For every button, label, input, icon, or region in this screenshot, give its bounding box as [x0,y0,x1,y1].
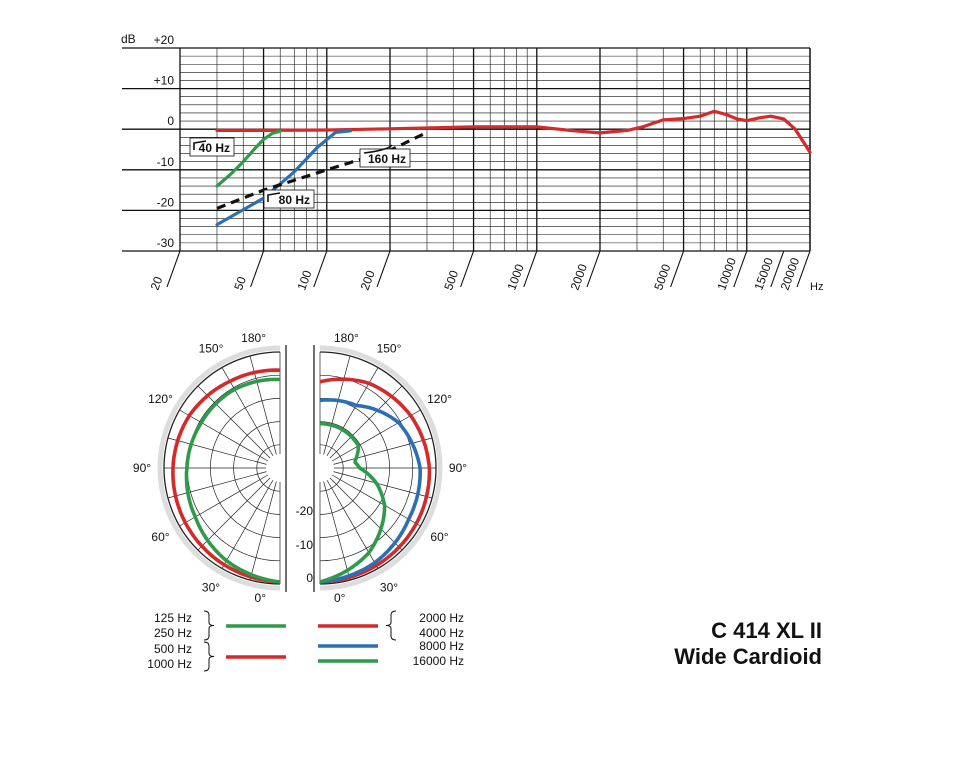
fr-y-tick-label: -10 [157,155,175,169]
polar-spoke-right [333,437,433,465]
polar-radial-label: 0 [306,571,313,585]
fr-y-tick-labels: +20 +10 0 -10 -20 -30 [154,33,175,250]
fr-tick-slant [523,250,538,288]
polar-pattern-name: Wide Cardioid [674,644,822,669]
fr-tick-slant [770,250,785,288]
polar-curve-left-green [184,377,281,584]
legend-left-label: 125 Hz [154,611,192,625]
polar-angle-label: 90° [133,461,151,475]
polar-spoke-left [167,471,267,499]
fr-y-tick-label: -30 [157,236,175,250]
filter-slope-icon [193,140,207,150]
polar-spoke-left [249,481,277,581]
legend-right-label: 8000 Hz [419,639,464,653]
polar-angle-label: 30° [380,581,398,595]
filter-label: 160 Hz [368,152,406,166]
polar-spoke-left [179,409,269,462]
filter-label-box [263,189,315,209]
fr-x-tick-label: 50 [231,274,249,292]
polar-angle-label: 60° [430,530,448,544]
polar-spoke-right [329,477,403,551]
polar-angle-label: 120° [148,392,173,406]
legend-left-label: 250 Hz [154,626,192,640]
polar-outer-shadow-left [157,345,281,591]
model-title: C 414 XL II Wide Cardioid [600,618,822,670]
fr-tick-slant [670,250,685,288]
legend-left-label: 1000 Hz [147,657,192,671]
polar-angle-label: 90° [449,461,467,475]
polar-spoke-right [333,471,433,499]
fr-series-red [215,109,812,154]
filter-slope-icon [363,144,393,154]
polar-angle-label: 0° [255,591,267,605]
polar-center-gap [286,345,314,593]
polar-angle-label: 150° [199,341,224,355]
legend-right-label: 16000 Hz [413,654,464,668]
fr-tick-slant [166,250,181,288]
polar-angle-label: 60° [151,530,169,544]
polar-spoke-left [197,385,271,459]
polar-curve-right-red [319,377,432,584]
polar-radial-label: -20 [296,504,314,518]
fr-tick-slant [586,250,601,288]
fr-tick-slant [460,250,475,288]
fr-y-tick-label: 0 [167,114,174,128]
legend-right-label: 2000 Hz [419,611,464,625]
model-name: C 414 XL II [711,618,822,643]
frequency-response-chart: +20+100-10-20-30 20 50 100 200 500 1000 2000 50… [121,32,823,293]
polar-spoke-left [167,437,267,465]
polar-angle-label: 120° [427,392,452,406]
polar-curves [171,368,432,584]
polar-spoke-right [323,481,351,581]
fr-tick-slant [250,250,265,288]
polar-curve-right-green [319,421,387,584]
legend-brace [203,610,215,641]
polar-angle-label: 180° [334,331,359,345]
polar-spoke-left [197,477,271,551]
fr-x-tick-label: 20 [148,274,166,292]
fr-x-tick-label: 500 [441,268,461,292]
polar-spoke-left [221,479,274,569]
polar-spoke-right [323,355,351,455]
fr-tick-slant [376,250,391,288]
fr-y-axis-label: dB [121,32,136,46]
filter-label: 80 Hz [279,193,310,207]
fr-series-blue [215,129,353,227]
polar-angle-label: 0° [334,591,346,605]
legend-brace [203,641,215,672]
fr-y-tick-label: +20 [154,33,175,47]
polar-angle-label: 180° [241,331,266,345]
polar-angle-label: 150° [377,341,402,355]
fr-series-black-dashed [216,130,428,210]
polar-curve-right-blue [319,398,422,584]
filter-label: 40 Hz [199,141,230,155]
fr-tick-slant [733,250,748,288]
fr-series-green [215,129,282,188]
polar-outer-shadow-right [319,345,443,591]
filter-slope-icon [267,192,281,202]
polar-grid [157,345,443,593]
fr-filter-labels: 40 Hz 80 Hz 160 Hz [189,137,411,209]
legend-right-label: 4000 Hz [419,626,464,640]
legend-left-label: 500 Hz [154,642,192,656]
polar-radial-label: -10 [296,538,314,552]
fr-tick-slant [313,250,328,288]
fr-y-tick-label: +10 [154,74,175,88]
polar-spoke-right [331,474,421,527]
fr-tick-slant [796,250,811,288]
fr-x-axis-unit: Hz [810,281,823,293]
polar-spoke-right [329,385,403,459]
fr-y-tick-label: -20 [157,195,175,209]
polar-angle-label: 30° [202,581,220,595]
fr-x-tick-label: 200 [358,268,378,292]
polar-angle-labels: 180° 150° 120° 90° 60° 30° 0° 180° 150° 120° 90° 60… [133,331,467,605]
polar-radial-labels: -20 -10 0 [296,504,314,585]
fr-series-group [215,109,812,227]
legend-brace [385,610,397,641]
polar-spoke-right [331,409,421,462]
fr-x-tick-label: 100 [294,268,314,292]
polar-curve-left-red [171,368,281,584]
